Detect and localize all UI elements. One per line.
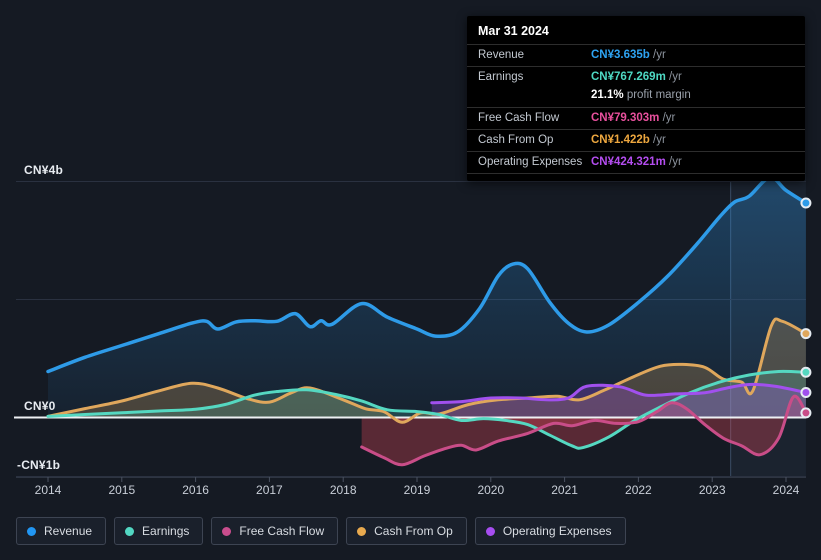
x-axis-label: 2017: [256, 483, 283, 497]
cash-from-op-series-color-dot: [357, 526, 367, 536]
chart-tooltip: Mar 31 2024 Revenue CN¥3.635b /yr Earnings…: [467, 16, 805, 181]
tooltip-row-earnings: Earnings CN¥767.269m /yr: [467, 66, 805, 88]
tooltip-label: Revenue: [478, 49, 525, 61]
x-axis-label: 2023: [698, 483, 726, 497]
legend-item-free-cash-flow[interactable]: Free Cash Flow: [211, 517, 339, 545]
tooltip-value: CN¥3.635b: [591, 49, 650, 61]
tooltip-profit-margin: 21.1% profit margin: [467, 88, 805, 107]
tooltip-date: Mar 31 2024: [478, 24, 549, 38]
tooltip-value-suffix: /yr: [662, 112, 676, 124]
profit-margin-text: profit margin: [626, 89, 691, 101]
line-operating-expenses: [430, 382, 808, 405]
endpoint-dot-free-cash-flow: [800, 407, 812, 419]
y-axis-label: CN¥0: [24, 398, 56, 413]
tooltip-row-cash-from-op: Cash From Op CN¥1.422b /yr: [467, 129, 805, 151]
tooltip-rows: Revenue CN¥3.635b /yr Earnings CN¥767.269m …: [467, 44, 805, 174]
area-free-cash-flow-negative: [361, 417, 806, 465]
series-areas: [48, 177, 806, 465]
legend-item-label: Operating Expenses: [502, 524, 612, 538]
series-endpoint-dots: [800, 197, 812, 419]
y-axis-label: CN¥4b: [24, 162, 64, 177]
legend-item-revenue[interactable]: Revenue: [16, 517, 107, 545]
y-axis-label: -CN¥1b: [17, 457, 61, 472]
tooltip-label: Earnings: [478, 71, 524, 83]
area-earnings-negative: [48, 417, 806, 449]
series-lines: [46, 175, 808, 467]
endpoint-dot-operating-expenses: [800, 386, 812, 398]
line-cash-from-op: [46, 317, 808, 424]
x-axis-label: 2021: [551, 483, 578, 497]
legend-item-earnings[interactable]: Earnings: [114, 517, 204, 545]
legend-item-label: Free Cash Flow: [239, 524, 325, 538]
endpoint-dot-earnings: [800, 366, 812, 378]
free-cash-flow-series-color-dot: [222, 526, 232, 536]
x-axis-ticks: [47, 477, 787, 482]
tooltip-value: CN¥424.321m: [591, 156, 666, 168]
area-revenue-positive: [48, 177, 806, 418]
operating-expenses-series-color-dot: [485, 526, 495, 536]
tooltip-label: Operating Expenses: [478, 156, 583, 168]
revenue-series-color-dot: [27, 526, 36, 536]
line-revenue: [46, 175, 808, 374]
area-earnings-positive: [48, 371, 806, 418]
x-axis-label: 2018: [329, 483, 357, 497]
tooltip-bottom-divider: [467, 173, 805, 174]
legend-item-operating-expenses[interactable]: Operating Expenses: [474, 517, 626, 545]
legend-item-label: Cash From Op: [374, 524, 453, 538]
legend-item-label: Revenue: [44, 524, 93, 538]
tooltip-value: CN¥79.303m: [591, 112, 660, 124]
chart-legend: Revenue Earnings Free Cash Flow Cash From O…: [16, 517, 626, 545]
legend-item-cash-from-op[interactable]: Cash From Op: [346, 517, 467, 545]
line-free-cash-flow: [360, 394, 808, 467]
tooltip-value-suffix: /yr: [653, 134, 666, 146]
area-cash-from-op-positive: [48, 318, 806, 418]
legend-item-label: Earnings: [142, 524, 190, 538]
tooltip-value-suffix: /yr: [669, 156, 682, 168]
earnings-series-color-dot: [125, 526, 135, 536]
endpoint-dot-revenue: [800, 197, 812, 209]
x-axis-label: 2019: [403, 483, 431, 497]
x-axis-label: 2024: [772, 483, 800, 497]
profit-margin-value: 21.1%: [591, 89, 624, 101]
tooltip-label: Free Cash Flow: [478, 112, 560, 124]
endpoint-dot-cash-from-op: [800, 328, 812, 340]
tooltip-row-free-cash-flow: Free Cash Flow CN¥79.303m /yr: [467, 107, 805, 129]
tooltip-row-revenue: Revenue CN¥3.635b /yr: [467, 44, 805, 66]
tooltip-label: Cash From Op: [478, 134, 554, 146]
tooltip-value: CN¥767.269m: [591, 71, 666, 83]
x-axis-label: 2016: [182, 483, 209, 497]
tooltip-value-suffix: /yr: [669, 71, 682, 83]
tooltip-value-suffix: /yr: [653, 49, 666, 61]
tooltip-row-operating-expenses: Operating Expenses CN¥424.321m /yr: [467, 151, 805, 173]
tooltip-value: CN¥1.422b: [591, 134, 650, 146]
x-axis-label: 2015: [108, 483, 136, 497]
x-axis-label: 2014: [34, 483, 62, 497]
x-axis-label: 2022: [625, 483, 652, 497]
x-axis-label: 2020: [477, 483, 505, 497]
